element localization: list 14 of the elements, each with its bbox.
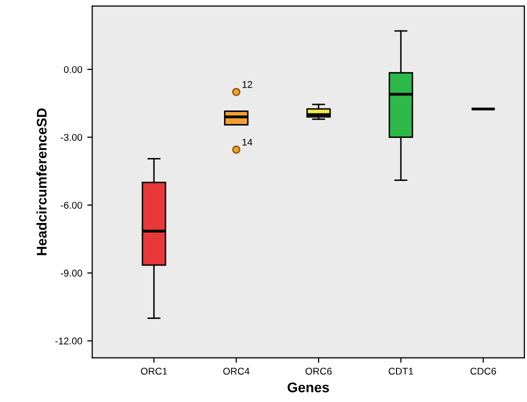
x-tick-label: ORC1 bbox=[140, 368, 167, 375]
y-tick-label: -12.00 bbox=[55, 338, 82, 344]
x-tick-label: CDT1 bbox=[388, 368, 414, 375]
y-tick-label: -3.00 bbox=[60, 134, 82, 141]
y-axis-title: HeadcircumferenceSD bbox=[36, 108, 47, 256]
annotation: 14 bbox=[242, 138, 252, 146]
annotation: 12 bbox=[242, 81, 252, 88]
x-tick-label: CDC6 bbox=[470, 368, 496, 375]
y-tick-label: 0.00 bbox=[64, 66, 82, 73]
y-tick-label: -6.00 bbox=[60, 202, 82, 209]
x-axis-title: Genes bbox=[288, 382, 329, 392]
x-tick-label: ORC4 bbox=[223, 368, 250, 375]
y-tick-label: -9.00 bbox=[60, 270, 82, 277]
x-tick-label: ORC6 bbox=[306, 368, 332, 375]
